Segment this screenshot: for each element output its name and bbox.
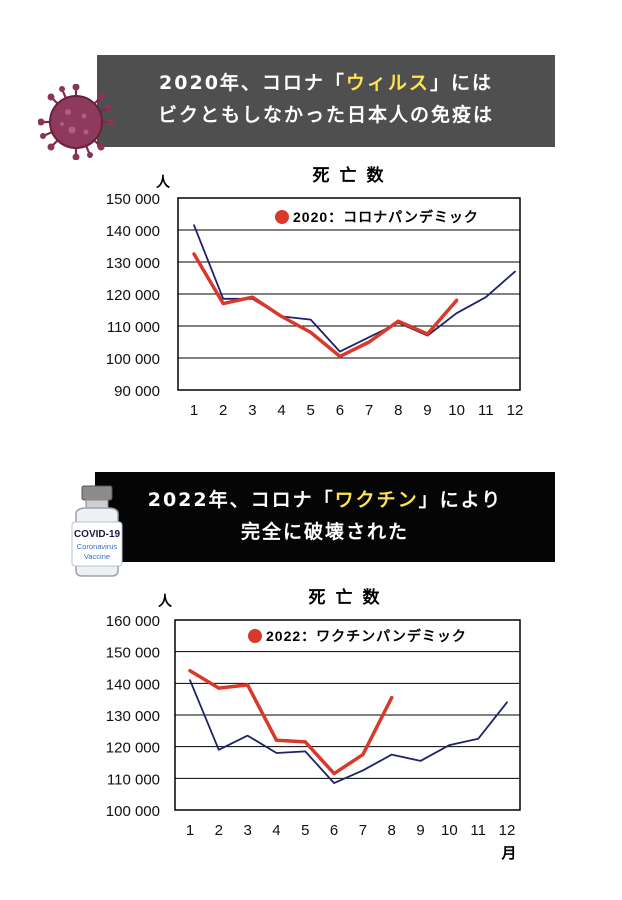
headline-line-1: 2020年、コロナ「ウィルス」には [97,67,555,99]
legend: 2020：コロナパンデミック [275,209,479,225]
y-ticks: 150 000 140 000 130 000 120 000 110 000 100 0… [106,191,160,400]
headline-line-2: ビクともしなかった日本人の免疫は [157,104,494,126]
headline-highlight: ウィルス [345,72,430,94]
x-tick-label: 10 [448,402,465,419]
y-ticks: 160 000 150 000 140 000 130 000 120 000 110 0… [106,613,160,820]
headline-banner-2022: 2022年、コロナ「ワクチン」により 完全に破壊された [95,472,555,562]
x-tick-label: 12 [507,402,524,419]
vaccine-label-sub: Vaccine [84,552,110,561]
y-tick-label: 110 000 [107,771,160,788]
x-tick-label: 7 [359,822,367,839]
x-tick-label: 11 [478,402,494,419]
y-tick-label: 130 000 [106,708,160,725]
y-axis-unit-label: 人 [158,593,173,609]
chart-title: 死亡数 [309,587,390,607]
series-lines [192,224,516,359]
x-tick-label: 4 [277,402,285,419]
vaccine-label-title: COVID-19 [74,529,121,540]
headline-banner-2020: 2020年、コロナ「ウィルス」には ビクともしなかった日本人の免疫は [97,55,555,147]
legend-label: 2022：ワクチンパンデミック [266,628,467,644]
x-ticks: 1 2 3 4 5 6 7 8 9 10 11 12 [186,822,516,839]
x-tick-label: 4 [272,822,280,839]
y-tick-label: 130 000 [106,255,160,272]
vaccine-label-sub: Coronavirus [77,542,118,551]
headline-text: 」には [429,72,493,94]
series-lines [188,668,508,784]
y-tick-label: 150 000 [106,191,160,208]
x-tick-label: 2 [215,822,223,839]
headline-highlight: ワクチン [334,489,419,511]
x-tick-label: 10 [441,822,458,839]
y-tick-label: 120 000 [106,287,160,304]
legend-marker [275,210,289,224]
x-ticks: 1 2 3 4 5 6 7 8 9 10 11 12 [190,402,524,419]
headline-text: 」により [418,489,503,511]
y-axis-unit-label: 人 [156,174,171,190]
headline-text: 2020年、コロナ「 [159,72,346,94]
grid-lines [178,229,520,359]
headline-text: 2022年、コロナ「 [147,489,335,511]
legend-marker [248,629,262,643]
x-tick-label: 9 [416,822,424,839]
coronavirus-icon [37,83,115,164]
chart-title: 死亡数 [313,165,394,185]
y-tick-label: 140 000 [106,223,160,240]
series-line-navy [189,679,508,784]
x-tick-label: 6 [330,822,338,839]
vaccine-vial-icon: COVID-19 Coronavirus Vaccine [66,484,128,582]
x-tick-label: 5 [301,822,309,839]
headline-line-1: 2022年、コロナ「ワクチン」により [95,484,555,516]
x-tick-label: 3 [248,402,256,419]
x-tick-label: 3 [243,822,251,839]
x-tick-label: 8 [388,822,396,839]
grid-lines [175,651,520,779]
x-tick-label: 7 [365,402,373,419]
y-tick-label: 100 000 [106,351,160,368]
x-tick-label: 6 [336,402,344,419]
y-tick-label: 150 000 [106,645,160,662]
x-axis-unit-label: 月 [500,845,516,862]
y-tick-label: 90 000 [114,383,160,400]
y-tick-label: 120 000 [106,740,160,757]
y-tick-label: 140 000 [106,676,160,693]
chart-2020-deaths: 死亡数 人 150 000 140 000 130 000 120 000 110 00… [106,165,524,419]
x-tick-label: 11 [470,822,486,839]
x-tick-label: 1 [186,822,194,839]
x-tick-label: 1 [190,402,198,419]
x-tick-label: 9 [423,402,431,419]
x-tick-label: 8 [394,402,402,419]
x-tick-label: 2 [219,402,227,419]
y-tick-label: 110 000 [107,319,160,336]
y-tick-label: 160 000 [106,613,160,630]
x-tick-label: 5 [307,402,315,419]
legend: 2022：ワクチンパンデミック [248,628,467,644]
x-tick-label: 12 [499,822,516,839]
series-line-red [192,252,459,359]
headline-line-2: 完全に破壊された [240,521,409,543]
series-line-red [188,668,394,776]
legend-label: 2020：コロナパンデミック [293,209,479,225]
y-tick-label: 100 000 [106,803,160,820]
